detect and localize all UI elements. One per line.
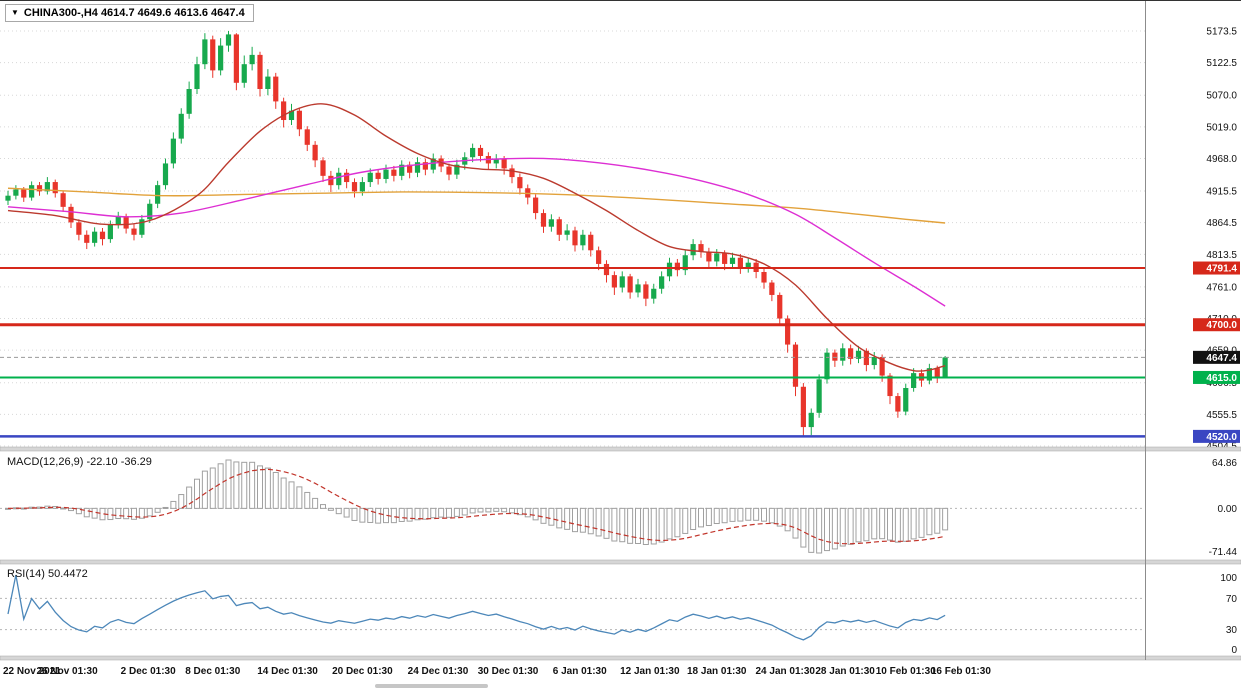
time-axis-label: 18 Jan 01:30 [687,666,747,677]
macd-signal-line [7,468,946,545]
time-axis-label: 30 Dec 01:30 [478,666,539,677]
macd-tick-label: -71.44 [1209,547,1238,558]
time-axis-label: 10 Feb 01:30 [876,666,936,677]
price-tick-label: 5019.0 [1206,122,1237,133]
price-badge [1193,318,1240,332]
price-badge [1193,429,1240,443]
price-badge-label: 4791.4 [1206,264,1237,275]
time-axis-label: 16 Feb 01:30 [931,666,991,677]
rsi-tick-label: 100 [1220,573,1237,584]
price-tick-label: 4761.0 [1206,282,1237,293]
price-badge-label: 4700.0 [1206,320,1237,331]
time-axis-label: 14 Dec 01:30 [257,666,318,677]
time-axis-label: 6 Jan 01:30 [553,666,607,677]
price-tick-label: 5173.5 [1206,27,1237,38]
panel-separator[interactable] [0,655,1241,661]
price-badge-label: 4520.0 [1206,432,1237,443]
rsi-indicator-label: RSI(14) 50.4472 [7,568,88,580]
macd-tick-label: 0.00 [1218,504,1238,515]
macd-tick-label: 64.86 [1212,458,1237,469]
price-axis[interactable]: 5173.5 5122.5 5070.0 5019.0 4968.0 4915.5 4864… [1193,27,1240,657]
chart-title: CHINA300-,H4 4614.7 4649.6 4613.6 4647.4 [23,7,245,19]
time-axis-label: 22 Nov 2021 [3,666,61,677]
macd-panel [0,459,1146,554]
rsi-line [7,574,946,641]
rsi-tick-label: 70 [1226,594,1238,605]
horizontal-scrollbar-thumb[interactable] [375,684,488,688]
macd-indicator-label: MACD(12,26,9) -22.10 -36.29 [7,456,152,468]
time-axis-label: 24 Jan 01:30 [756,666,816,677]
price-tick-label: 5122.5 [1206,58,1237,69]
rsi-panel [0,574,1146,641]
price-tick-label: 4555.5 [1206,410,1237,421]
price-badge [1193,261,1240,275]
panel-separator[interactable] [0,559,1241,565]
price-badge [1193,350,1240,364]
ma-line-slow-orange [7,187,946,224]
ma-line-medium-magenta [7,157,946,307]
rsi-tick-label: 0 [1231,645,1237,656]
time-axis-label: 12 Jan 01:30 [620,666,680,677]
time-axis-label: 24 Dec 01:30 [408,666,469,677]
symbol-title-box: ▼ CHINA300-,H4 4614.7 4649.6 4613.6 4647… [5,4,254,22]
main-price-panel [0,30,1146,447]
price-tick-label: 4968.0 [1206,154,1237,165]
ma-line-fast-red [7,103,946,372]
time-axis-label: 26 Nov 01:30 [36,666,98,677]
price-badge-label: 4615.0 [1206,373,1237,384]
time-axis-label: 2 Dec 01:30 [121,666,176,677]
price-tick-label: 4915.5 [1206,187,1237,198]
price-badge-label: 4647.4 [1206,353,1237,364]
price-tick-label: 4864.5 [1206,218,1237,229]
price-tick-label: 4813.5 [1206,250,1237,261]
rsi-tick-label: 30 [1226,625,1238,636]
time-axis-label: 8 Dec 01:30 [185,666,240,677]
candlesticks [5,31,948,437]
time-axis-label: 28 Jan 01:30 [815,666,875,677]
price-tick-label: 5070.0 [1206,91,1237,102]
time-axis-label: 20 Dec 01:30 [332,666,393,677]
chart-dropdown-icon[interactable]: ▼ [11,8,19,17]
price-badge [1193,370,1240,384]
panel-separator[interactable] [0,446,1241,452]
